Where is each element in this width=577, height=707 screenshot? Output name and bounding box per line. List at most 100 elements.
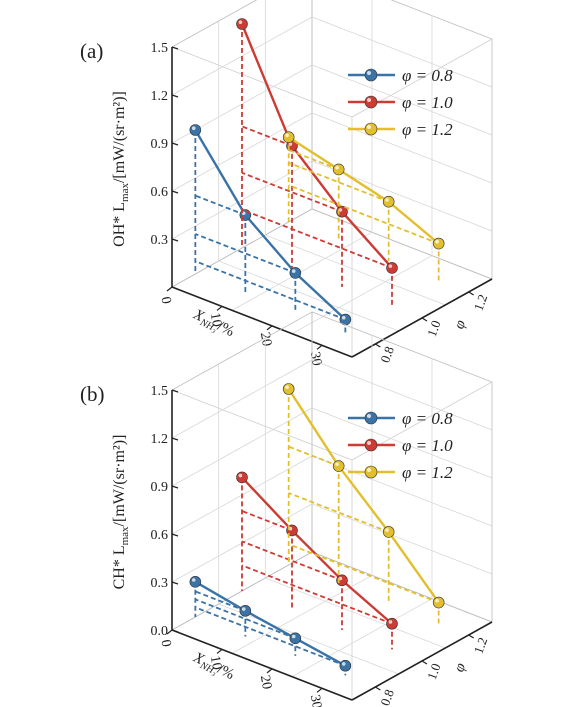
- x-tick-label: 10: [207, 312, 224, 328]
- data-point: [289, 267, 302, 279]
- z-tick-label: 1.2: [151, 89, 169, 104]
- z-tick: [171, 46, 179, 50]
- data-point: [236, 471, 248, 484]
- z-tick-label: 0.6: [151, 185, 169, 200]
- data-point: [382, 526, 395, 538]
- z-tick-label: 0.6: [151, 528, 169, 543]
- projection-line: [288, 445, 339, 467]
- data-point-highlight: [238, 20, 243, 25]
- data-point-highlight: [291, 634, 296, 639]
- projection-line: [241, 125, 293, 147]
- x-tick: [216, 648, 223, 654]
- z-tick-label: 0.3: [151, 576, 169, 591]
- legend-marker: [364, 438, 378, 452]
- x-axis-title-unit: /%: [215, 318, 237, 340]
- legend-marker-highlight: [367, 71, 371, 75]
- legend-marker: [364, 465, 378, 479]
- legend-marker-highlight: [367, 468, 371, 472]
- x-tick: [166, 629, 173, 635]
- z-tick-label: 1.5: [151, 41, 169, 56]
- z-tick: [171, 190, 179, 194]
- projection-line: [288, 492, 389, 533]
- x-tick: [266, 668, 273, 674]
- panel-b: 0.0 0.3 0.6 0.9 1.2 1.5 0 10 20 30 0.8 1.0 1.2 CH* Lm…: [80, 311, 493, 707]
- x-tick: [266, 325, 273, 331]
- data-point: [382, 195, 395, 208]
- series-line: [240, 23, 393, 269]
- data-point-highlight: [191, 126, 196, 130]
- z-tick-label: 0.3: [151, 233, 169, 248]
- phi-axis-title: φ: [451, 661, 469, 674]
- z-tick-label: 0.9: [151, 480, 169, 495]
- z-tick: [171, 238, 179, 242]
- series-line: [194, 580, 346, 667]
- legend-marker: [364, 122, 378, 136]
- z-tick: [171, 94, 179, 98]
- x-tick-label: 20: [257, 674, 274, 690]
- floor-grid-line: [231, 574, 373, 654]
- floor-grid-line: [291, 598, 433, 678]
- data-point-highlight: [191, 578, 196, 582]
- x-tick-label: 30: [307, 694, 324, 707]
- z-axis-title-sub: max: [119, 526, 131, 545]
- data-point: [282, 383, 295, 395]
- grid: [171, 0, 493, 358]
- projection-line: [241, 171, 343, 213]
- data-point-highlight: [291, 269, 296, 273]
- phi-tick: [375, 343, 381, 348]
- series-0.8: [189, 124, 352, 333]
- data-point-highlight: [285, 385, 289, 389]
- projection-line: [195, 233, 296, 274]
- projection-line: [288, 184, 439, 245]
- x-axis-title: XNH₃/%: [189, 649, 237, 685]
- floor-grid-line: [231, 231, 373, 311]
- floor-grid-line: [265, 234, 446, 306]
- z-tick: [171, 533, 179, 537]
- data-point: [189, 576, 202, 588]
- phi-tick: [468, 291, 474, 296]
- projection-line: [195, 194, 246, 216]
- series-line: [194, 129, 347, 321]
- floor-grid-line: [218, 260, 399, 332]
- projection-line: [195, 606, 346, 667]
- legend-label: φ = 0.8: [402, 66, 453, 85]
- projection-line: [195, 598, 296, 640]
- z-tick: [171, 437, 179, 441]
- data-point: [332, 163, 345, 176]
- data-point: [189, 124, 202, 136]
- data-point-highlight: [385, 528, 389, 532]
- data-point-highlight: [341, 662, 346, 666]
- legend-marker: [364, 68, 378, 82]
- legend-marker-highlight: [367, 125, 371, 129]
- x-tick: [166, 286, 173, 292]
- grid: [171, 311, 493, 701]
- x-tick-label: 10: [207, 655, 224, 671]
- x-axis-title-unit: /%: [215, 661, 237, 683]
- legend-label: φ = 1.2: [402, 120, 453, 139]
- data-point-highlight: [285, 133, 289, 138]
- legend-marker: [364, 411, 378, 425]
- data-point: [236, 18, 248, 30]
- legend-label: φ = 1.0: [402, 436, 453, 455]
- z-tick-label: 0.0: [151, 624, 169, 639]
- x-tick-label: 0: [157, 639, 173, 648]
- z-tick: [171, 581, 179, 585]
- x-tick: [216, 305, 223, 311]
- z-axis-title-main: OH* L: [111, 202, 128, 247]
- data-point: [432, 596, 445, 609]
- data-point-highlight: [341, 315, 346, 320]
- phi-tick: [421, 660, 428, 665]
- phi-axis-title: φ: [451, 318, 469, 331]
- data-point-highlight: [435, 598, 439, 603]
- x-tick: [316, 344, 323, 350]
- x-tick-label: 0: [157, 296, 173, 305]
- data-point: [282, 131, 295, 143]
- series-1.2: [282, 383, 445, 624]
- data-point: [289, 632, 302, 645]
- projection-line: [195, 260, 346, 321]
- phi-tick: [468, 634, 474, 639]
- data-point: [386, 617, 398, 630]
- data-point: [339, 659, 352, 672]
- z-axis-title: OH* Lmax/[mW/(sr·m²)]: [111, 91, 131, 247]
